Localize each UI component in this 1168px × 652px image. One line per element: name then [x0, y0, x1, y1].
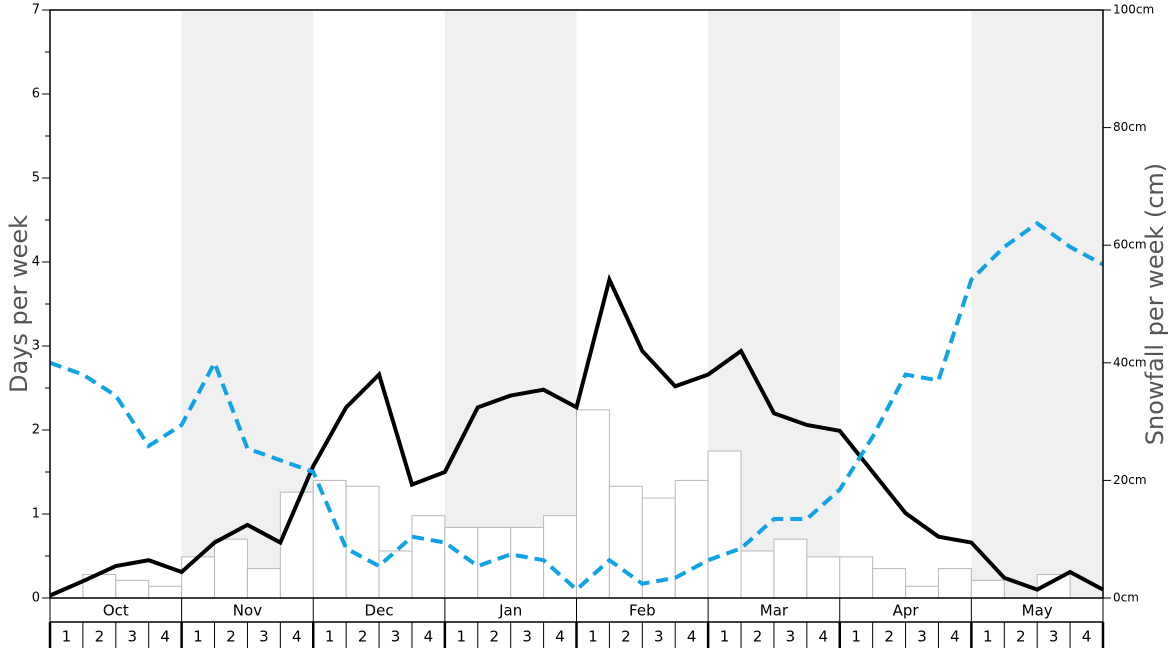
month-label: Jan: [498, 602, 522, 620]
week-label: 4: [819, 628, 829, 646]
week-label: 1: [457, 628, 467, 646]
week-label: 3: [522, 628, 532, 646]
week-label: 1: [193, 628, 203, 646]
snowfall-bars: [82, 409, 1071, 599]
snowfall-bar: [773, 538, 808, 599]
week-label: 2: [1016, 628, 1026, 646]
snowfall-bar: [905, 585, 939, 599]
week-label: 4: [424, 628, 434, 646]
month-label: May: [1022, 602, 1053, 620]
snowfall-bar: [608, 485, 643, 599]
week-label: 3: [654, 628, 664, 646]
snowfall-bar: [707, 450, 742, 599]
month-row: Oct Nov Dec Jan Feb Mar Apr May: [49, 598, 1104, 623]
week-label: 3: [391, 628, 401, 646]
snowfall-bar: [148, 585, 183, 599]
snowfall-bar: [806, 556, 841, 599]
week-label: 3: [259, 628, 269, 646]
left-tick-label: 1: [32, 507, 40, 522]
left-tick-label: 7: [32, 3, 40, 18]
snowfall-bar: [115, 579, 150, 599]
snowfall-bar: [510, 526, 545, 599]
week-label: 1: [720, 628, 730, 646]
week-label: 2: [753, 628, 763, 646]
week-label: 2: [884, 628, 894, 646]
left-axis: 0 1 2 3 4 5 6 7: [32, 3, 50, 606]
week-label: 3: [1049, 628, 1059, 646]
snowfall-bar: [345, 485, 380, 599]
week-label: 4: [555, 628, 565, 646]
right-tick-label: 100cm: [1113, 3, 1154, 17]
right-tick-label: 0cm: [1113, 591, 1139, 605]
week-label: 2: [95, 628, 105, 646]
solid-black-line: [49, 273, 1104, 598]
week-row: 1 2 3 4 1 2 3 4 1 2 3 4 1 2 3 4 1 2 3 4 1 2 3 4 1 2 3 4 1 2 3 4: [48, 622, 1105, 648]
right-tick-label: 80cm: [1113, 120, 1147, 134]
week-label: 4: [687, 628, 697, 646]
week-label: 4: [160, 628, 170, 646]
month-band: [971, 10, 1103, 598]
snowfall-bar: [181, 556, 216, 599]
left-tick-label: 2: [32, 423, 40, 438]
week-label: 3: [127, 628, 137, 646]
week-label: 3: [786, 628, 796, 646]
left-tick-label: 3: [32, 339, 40, 354]
right-tick-label: 40cm: [1113, 355, 1147, 369]
month-label: Mar: [760, 602, 789, 620]
snowfall-bar: [937, 568, 972, 599]
left-tick-label: 4: [32, 255, 40, 270]
snowfall-bar: [279, 491, 314, 599]
month-label: Nov: [233, 602, 262, 620]
right-axis-title: Snowfall per week (cm): [1141, 163, 1168, 445]
left-tick-label: 5: [32, 171, 40, 186]
week-label: 4: [950, 628, 960, 646]
snowfall-bar: [411, 515, 446, 599]
right-axis: 0cm 20cm 40cm 60cm 80cm 100cm: [1103, 3, 1154, 605]
snowfall-bar: [378, 550, 413, 599]
left-tick-label: 0: [32, 591, 40, 606]
week-label: 3: [917, 628, 927, 646]
snowfall-bar: [872, 568, 907, 599]
week-label: 1: [588, 628, 598, 646]
snowfall-bar: [839, 556, 874, 599]
week-label: 1: [325, 628, 335, 646]
week-label: 4: [1082, 628, 1092, 646]
month-label: Oct: [103, 602, 129, 620]
month-label: Apr: [893, 602, 920, 620]
snowfall-bar: [246, 568, 281, 599]
week-label: 2: [621, 628, 631, 646]
week-label: 1: [983, 628, 993, 646]
week-label: 2: [358, 628, 368, 646]
week-label: 1: [851, 628, 861, 646]
left-axis-title: Days per week: [5, 215, 33, 393]
week-label: 1: [62, 628, 72, 646]
snowfall-bar: [674, 479, 709, 599]
left-tick-label: 6: [32, 87, 40, 102]
snowfall-bar: [214, 538, 248, 599]
right-tick-label: 60cm: [1113, 238, 1147, 252]
snowfall-bar: [970, 579, 1005, 599]
right-tick-label: 20cm: [1113, 473, 1147, 487]
month-label: Feb: [629, 602, 656, 620]
month-bands: [181, 10, 1103, 598]
month-label: Dec: [365, 602, 394, 620]
month-band: [444, 10, 577, 598]
week-label: 4: [292, 628, 302, 646]
week-label: 2: [489, 628, 499, 646]
snowfall-bar: [576, 409, 610, 599]
week-label: 2: [226, 628, 236, 646]
series-lines: [49, 220, 1104, 598]
snowfall-bar: [740, 550, 775, 599]
dashed-blue-line: [49, 220, 1104, 593]
